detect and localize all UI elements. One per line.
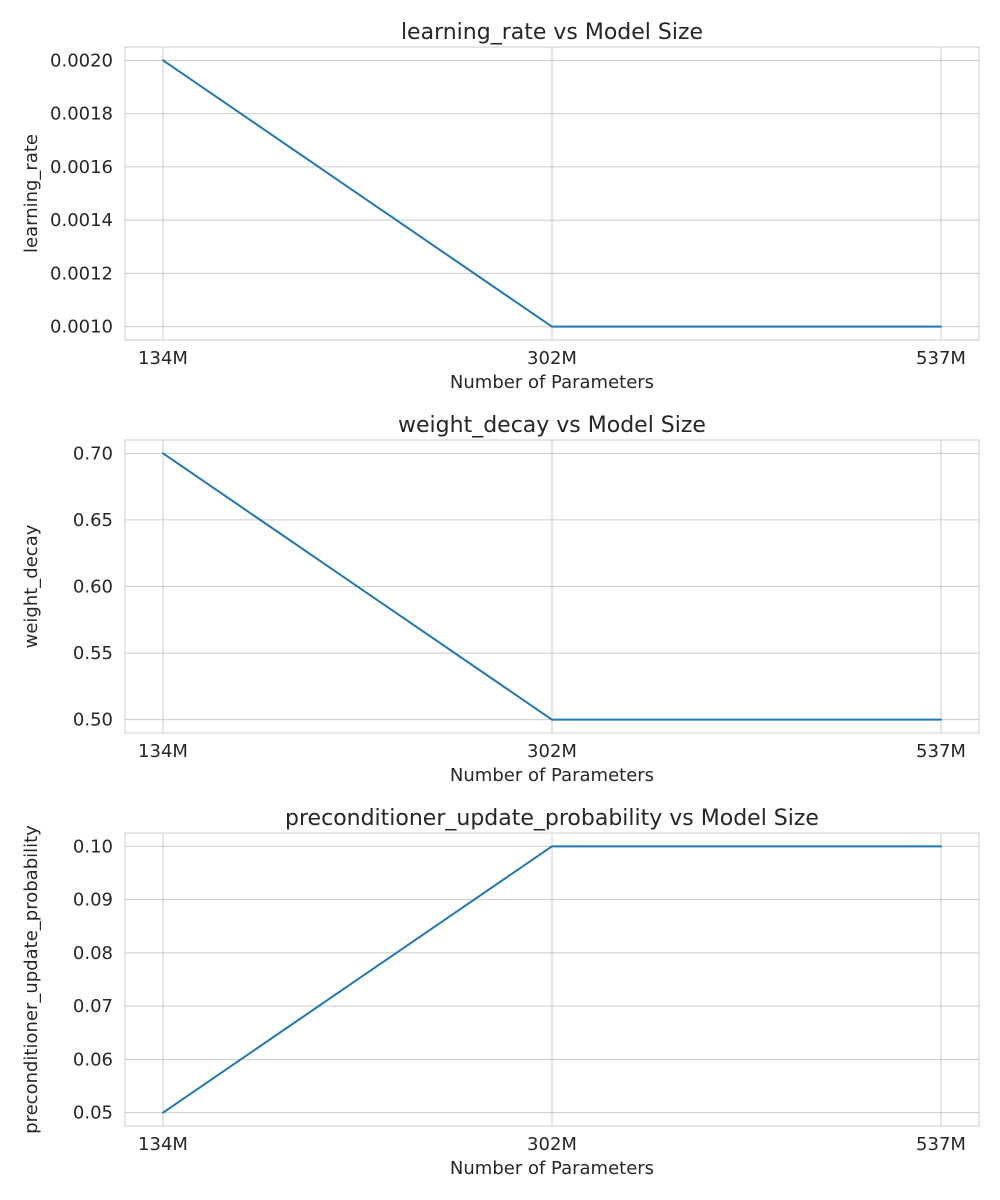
y-tick-label: 0.06 bbox=[73, 1049, 113, 1070]
x-tick-label: 537M bbox=[916, 348, 966, 369]
y-tick-label: 0.65 bbox=[73, 510, 113, 531]
chart-title: weight_decay vs Model Size bbox=[398, 413, 706, 438]
plot-frame bbox=[124, 439, 980, 734]
y-tick-label: 0.08 bbox=[73, 943, 113, 964]
y-tick-label: 0.0010 bbox=[50, 317, 113, 338]
x-tick-label: 134M bbox=[138, 1134, 188, 1155]
y-axis-label: learning_rate bbox=[21, 134, 42, 253]
plot-frame bbox=[124, 832, 980, 1127]
chart-panel-3: 0.05 0.06 0.07 0.08 0.09 0.10 134M 302M 537M Numb… bbox=[21, 806, 980, 1179]
y-tick-label: 0.0012 bbox=[50, 263, 113, 284]
y-tick-label: 0.10 bbox=[73, 836, 113, 857]
y-tick-label: 0.70 bbox=[73, 443, 113, 464]
x-tick-label: 134M bbox=[138, 741, 188, 762]
y-tick-label: 0.05 bbox=[73, 1103, 113, 1124]
y-tick-label: 0.07 bbox=[73, 996, 113, 1017]
x-tick-label: 302M bbox=[527, 348, 577, 369]
y-tick-label: 0.0014 bbox=[50, 210, 113, 231]
y-tick-label: 0.50 bbox=[73, 710, 113, 731]
y-tick-label: 0.60 bbox=[73, 577, 113, 598]
chart-title: learning_rate vs Model Size bbox=[401, 20, 703, 45]
chart-panel-1: 0.0010 0.0012 0.0014 0.0016 0.0018 0.0020 134M… bbox=[21, 20, 980, 393]
chart-title: preconditioner_update_probability vs Mod… bbox=[285, 806, 819, 831]
x-tick-label: 302M bbox=[527, 1134, 577, 1155]
x-tick-label: 134M bbox=[138, 348, 188, 369]
x-axis-label: Number of Parameters bbox=[450, 765, 654, 786]
chart-panel-2: 0.50 0.55 0.60 0.65 0.70 134M 302M 537M Number o… bbox=[21, 413, 980, 786]
plot-frame bbox=[124, 46, 980, 341]
y-axis-label: weight_decay bbox=[21, 524, 42, 648]
x-tick-label: 537M bbox=[916, 741, 966, 762]
x-tick-label: 537M bbox=[916, 1134, 966, 1155]
x-axis-label: Number of Parameters bbox=[450, 372, 654, 393]
y-tick-label: 0.09 bbox=[73, 890, 113, 911]
x-tick-label: 302M bbox=[527, 741, 577, 762]
y-tick-label: 0.55 bbox=[73, 643, 113, 664]
x-axis-label: Number of Parameters bbox=[450, 1158, 654, 1179]
y-tick-label: 0.0020 bbox=[50, 50, 113, 71]
y-tick-label: 0.0016 bbox=[50, 157, 113, 178]
y-tick-label: 0.0018 bbox=[50, 104, 113, 125]
y-axis-label: preconditioner_update_probability bbox=[21, 825, 42, 1134]
